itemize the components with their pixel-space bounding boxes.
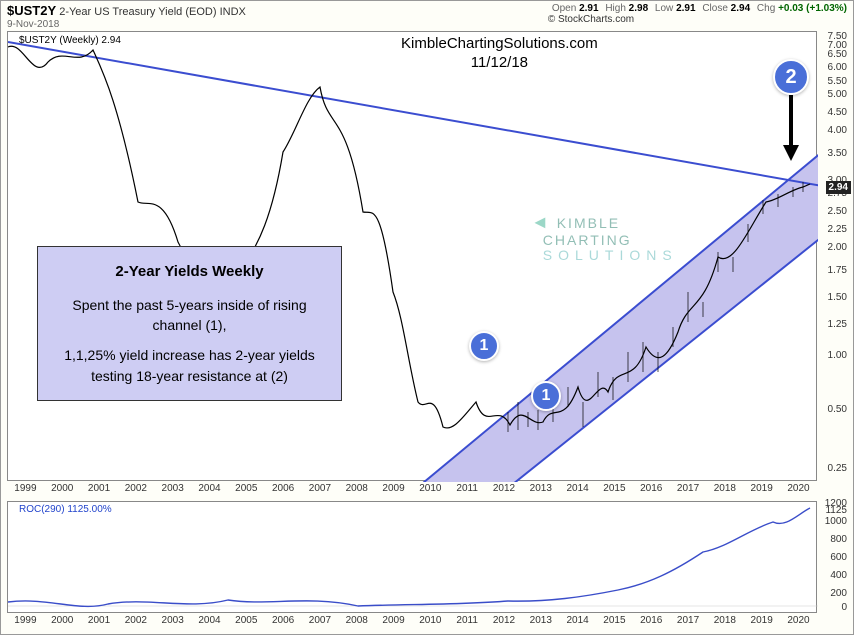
xaxis-year: 2017 xyxy=(670,615,707,626)
xaxis-year: 1999 xyxy=(7,483,44,494)
marker-1a: 1 xyxy=(469,331,499,361)
ytick: 1.00 xyxy=(828,350,847,361)
ytick: 1.25 xyxy=(828,319,847,330)
roc-label: ROC(290) 1125.00% xyxy=(19,504,112,515)
xaxis-year: 2008 xyxy=(338,483,375,494)
xaxis-year: 2019 xyxy=(743,483,780,494)
xaxis-sub: 1999200020012002200320042005200620072008… xyxy=(7,615,817,626)
xaxis-year: 2011 xyxy=(449,483,486,494)
ytick: 2.50 xyxy=(828,206,847,217)
xaxis-year: 2011 xyxy=(449,615,486,626)
xaxis-year: 1999 xyxy=(7,615,44,626)
ytick: 0.50 xyxy=(828,404,847,415)
annotation-title: 2-Year Yields Weekly xyxy=(50,261,329,283)
watermark-logo: ◄ KIMBLE CHARTING SOLUTIONS xyxy=(531,213,678,264)
ytick: 5.50 xyxy=(828,76,847,87)
xaxis-year: 2002 xyxy=(117,483,154,494)
marker-1b: 1 xyxy=(531,381,561,411)
xaxis-year: 2018 xyxy=(706,615,743,626)
ytick: 4.50 xyxy=(828,107,847,118)
xaxis-year: 2006 xyxy=(265,615,302,626)
xaxis-year: 2003 xyxy=(154,615,191,626)
ytick: 400 xyxy=(830,570,847,581)
xaxis-year: 2012 xyxy=(486,483,523,494)
attribution-text: KimbleChartingSolutions.com 11/12/18 xyxy=(401,35,598,73)
marker-2: 2 xyxy=(773,59,809,95)
xaxis-main: 1999200020012002200320042005200620072008… xyxy=(7,483,817,494)
close-price-badge: 2.94 xyxy=(826,181,851,194)
xaxis-year: 2009 xyxy=(375,615,412,626)
ytick: 5.00 xyxy=(828,89,847,100)
ytick: 4.00 xyxy=(828,125,847,136)
ytick: 200 xyxy=(830,588,847,599)
xaxis-year: 2012 xyxy=(486,615,523,626)
xaxis-year: 2020 xyxy=(780,615,817,626)
xaxis-year: 2015 xyxy=(596,483,633,494)
xaxis-year: 2010 xyxy=(412,615,449,626)
ticker-symbol: $UST2Y xyxy=(7,3,56,18)
xaxis-year: 2009 xyxy=(375,483,412,494)
yaxis-main: 7.507.006.506.005.505.004.504.003.503.00… xyxy=(815,31,847,481)
xaxis-year: 2015 xyxy=(596,615,633,626)
xaxis-year: 2002 xyxy=(117,615,154,626)
ytick: 1125 xyxy=(825,505,847,516)
ytick: 1000 xyxy=(825,516,847,527)
ytick: 2.25 xyxy=(828,224,847,235)
ytick: 600 xyxy=(830,552,847,563)
xaxis-year: 2013 xyxy=(522,615,559,626)
ytick: 6.50 xyxy=(828,49,847,60)
roc-series xyxy=(8,508,810,606)
xaxis-year: 2017 xyxy=(670,483,707,494)
ytick: 0 xyxy=(841,602,847,613)
xaxis-year: 2005 xyxy=(228,615,265,626)
xaxis-year: 2008 xyxy=(338,615,375,626)
xaxis-year: 2001 xyxy=(81,483,118,494)
xaxis-year: 2018 xyxy=(706,483,743,494)
ytick: 2.00 xyxy=(828,242,847,253)
xaxis-year: 2016 xyxy=(633,615,670,626)
ytick: 0.25 xyxy=(828,463,847,474)
annotation-p1: Spent the past 5-years inside of rising … xyxy=(50,295,329,336)
xaxis-year: 2004 xyxy=(191,483,228,494)
chart-date: 9-Nov-2018 xyxy=(7,19,246,30)
ytick: 800 xyxy=(830,534,847,545)
xaxis-year: 2014 xyxy=(559,615,596,626)
xaxis-year: 2014 xyxy=(559,483,596,494)
xaxis-year: 2000 xyxy=(44,615,81,626)
chart-header: $UST2Y 2-Year US Treasury Yield (EOD) IN… xyxy=(7,3,847,30)
xaxis-year: 2013 xyxy=(522,483,559,494)
copyright-text: © StockCharts.com xyxy=(548,14,634,25)
annotation-p2: 1,1,25% yield increase has 2-year yields… xyxy=(50,345,329,386)
ytick: 1.50 xyxy=(828,292,847,303)
rising-channel xyxy=(388,147,818,482)
main-annotation-box: 2-Year Yields Weekly Spent the past 5-ye… xyxy=(37,246,342,401)
xaxis-year: 2000 xyxy=(44,483,81,494)
xaxis-year: 2001 xyxy=(81,615,118,626)
xaxis-year: 2010 xyxy=(412,483,449,494)
xaxis-year: 2005 xyxy=(228,483,265,494)
xaxis-year: 2007 xyxy=(302,615,339,626)
xaxis-year: 2020 xyxy=(780,483,817,494)
xaxis-year: 2007 xyxy=(302,483,339,494)
ytick: 6.00 xyxy=(828,62,847,73)
ytick: 1.75 xyxy=(828,265,847,276)
xaxis-year: 2006 xyxy=(265,483,302,494)
arrow-down-icon xyxy=(781,95,811,165)
xaxis-year: 2016 xyxy=(633,483,670,494)
roc-subchart xyxy=(7,501,817,613)
xaxis-year: 2004 xyxy=(191,615,228,626)
ticker-description: 2-Year US Treasury Yield (EOD) INDX xyxy=(59,6,246,18)
xaxis-year: 2019 xyxy=(743,615,780,626)
chart1-subtitle: $UST2Y (Weekly) 2.94 xyxy=(19,35,121,46)
xaxis-year: 2003 xyxy=(154,483,191,494)
ytick: 3.50 xyxy=(828,148,847,159)
yaxis-sub: 1200112510008006004002000 xyxy=(815,501,847,613)
